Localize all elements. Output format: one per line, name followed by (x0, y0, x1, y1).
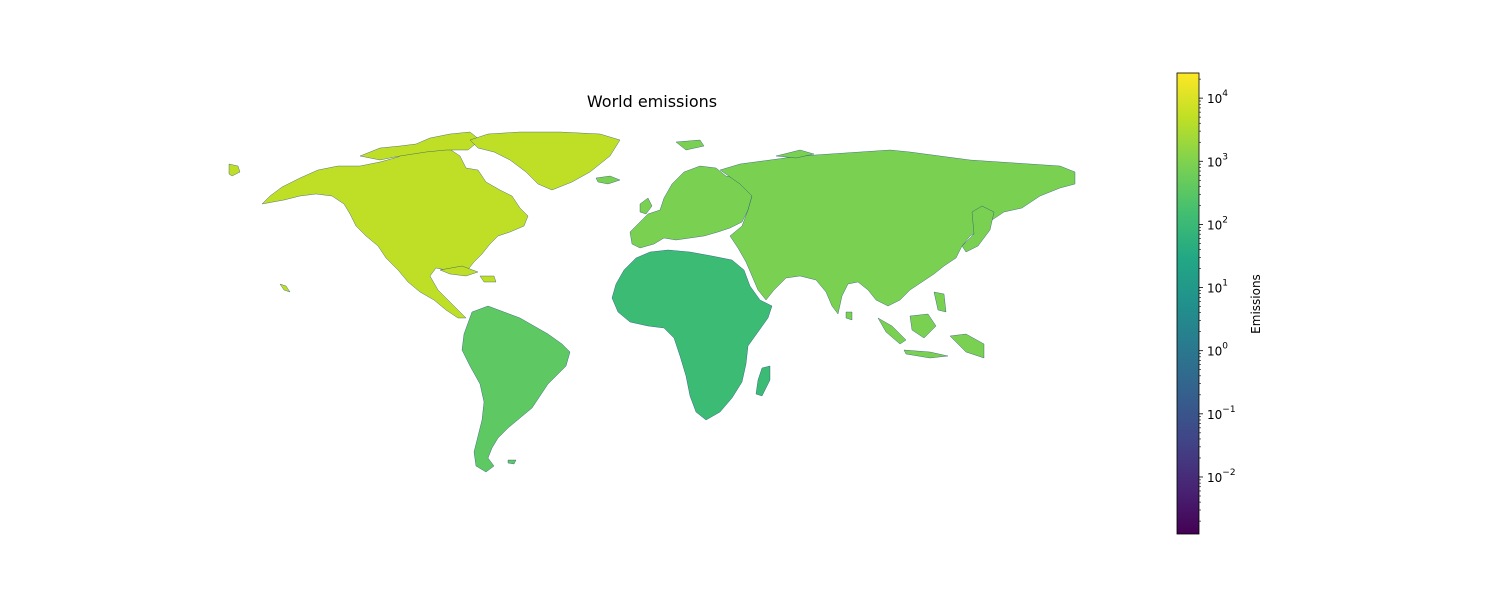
caribbean-hispaniola (479, 275, 497, 283)
arctic-islands-asia (775, 149, 815, 159)
indonesia-java (903, 349, 949, 359)
colorbar-tick-label: 103 (1207, 152, 1228, 169)
colorbar-gradient (1176, 72, 1200, 535)
colorbar-tick-label: 101 (1207, 279, 1228, 296)
svalbard (675, 139, 705, 151)
british-isles (639, 197, 653, 215)
colorbar-tick-label: 104 (1207, 89, 1228, 106)
canada-arctic-islands (359, 131, 481, 161)
colorbar-tick-label: 10−1 (1207, 405, 1236, 422)
region-north-america (228, 131, 621, 319)
colorbar-tick-label: 10−2 (1207, 468, 1236, 485)
indonesia-sumatra (877, 317, 907, 345)
colorbar-tick-label: 100 (1207, 342, 1228, 359)
philippines (933, 291, 947, 313)
falkland-islands (507, 459, 517, 465)
map-title: World emissions (586, 92, 718, 111)
region-asia (719, 149, 1076, 359)
region-south-america (461, 305, 571, 473)
south-america-land (461, 305, 571, 473)
greenland (469, 131, 621, 191)
japan (961, 205, 995, 253)
colorbar-tick-label: 102 (1207, 215, 1228, 232)
new-guinea (949, 333, 985, 359)
iceland (595, 175, 621, 185)
madagascar (755, 365, 771, 397)
region-africa (611, 249, 773, 421)
asia-land (719, 149, 1076, 315)
sri-lanka (845, 311, 853, 321)
alaska-west (228, 163, 241, 177)
caribbean-cuba (439, 265, 479, 277)
colorbar-ticks: 10−2 10−1 100 101 102 103 104 (1199, 78, 1236, 522)
hawaii (279, 283, 291, 293)
colorbar-label: Emissions (1249, 274, 1263, 334)
region-europe (595, 139, 753, 249)
africa-land (611, 249, 773, 421)
indonesia-borneo (909, 313, 937, 339)
